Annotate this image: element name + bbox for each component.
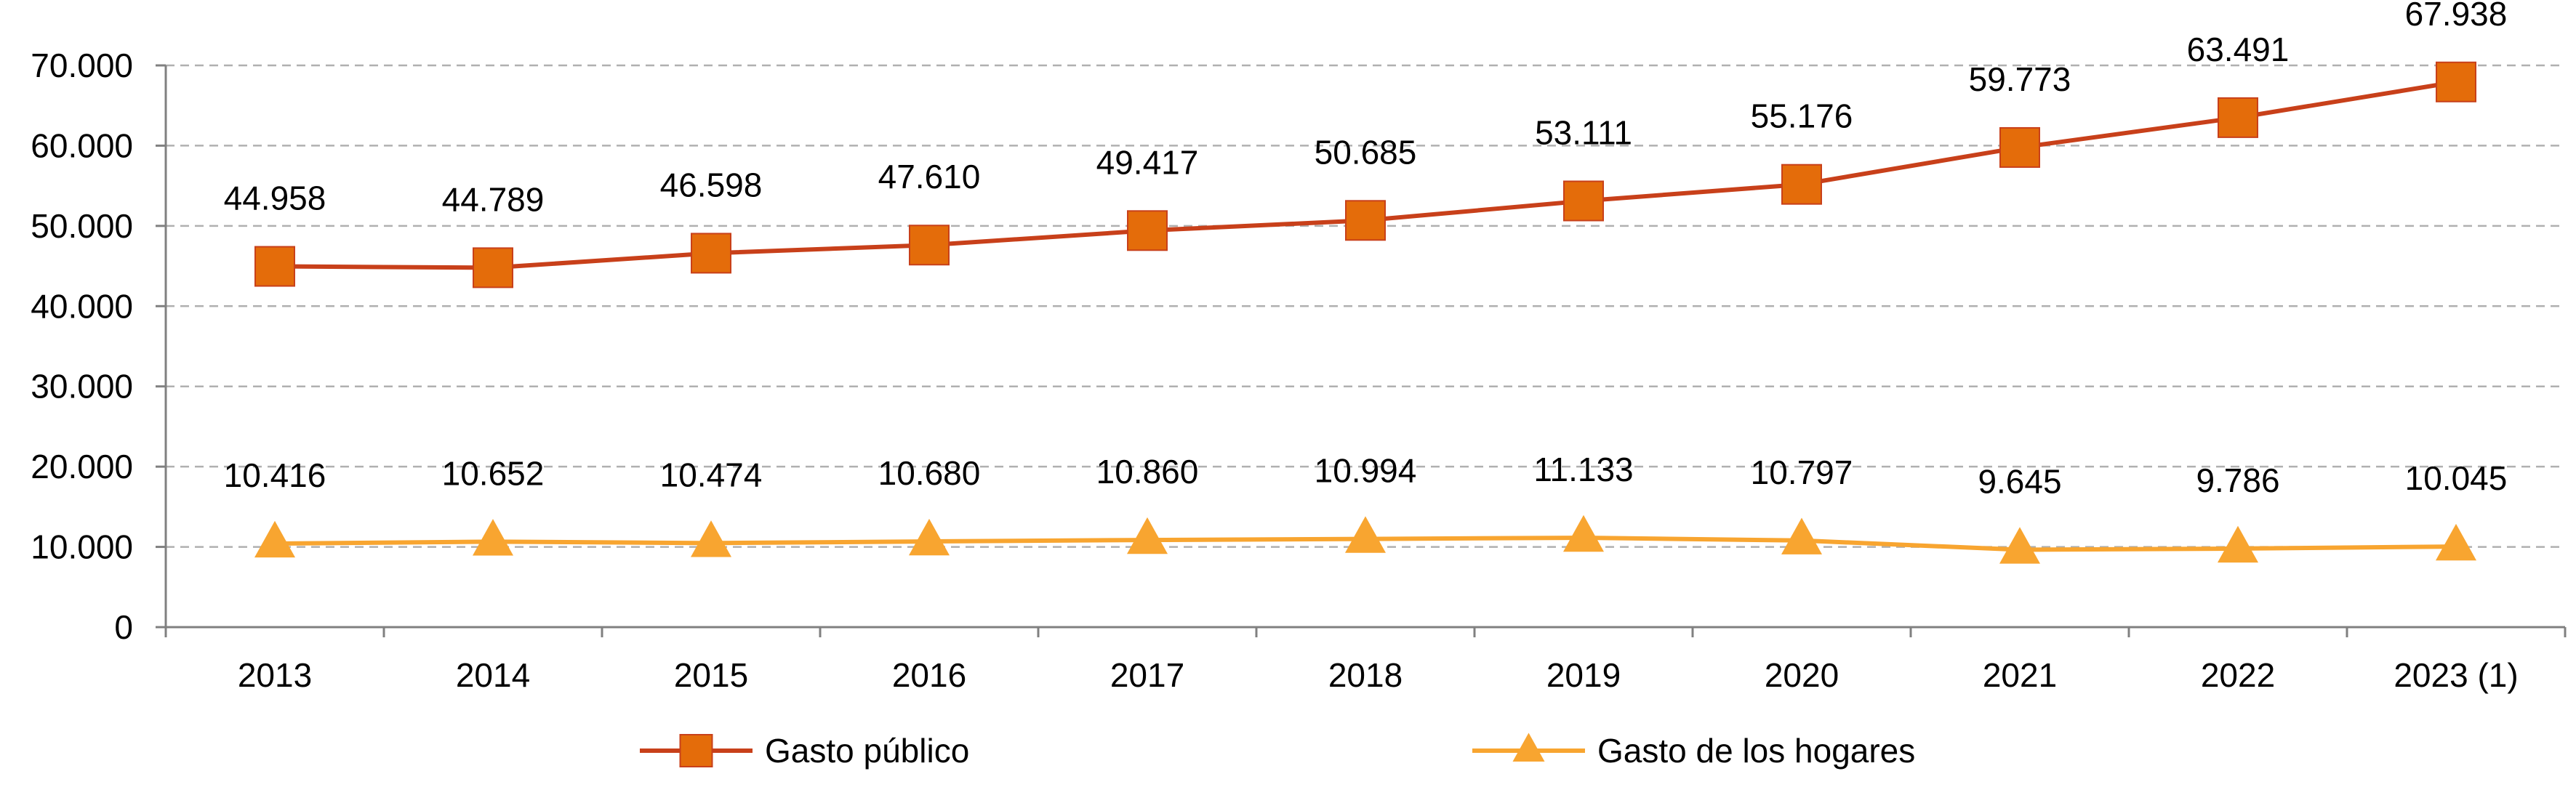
data-labels: 44.958 44.789 46.598 47.610 49.417 50.685 53.1… bbox=[224, 0, 2508, 500]
data-point bbox=[1127, 210, 1168, 251]
axes bbox=[164, 65, 2565, 629]
data-point bbox=[1781, 164, 1822, 205]
x-tick-label: 2018 bbox=[1328, 656, 1403, 694]
data-point bbox=[909, 225, 950, 266]
data-point bbox=[1127, 517, 1168, 554]
data-point bbox=[1781, 517, 1822, 554]
data-label: 59.773 bbox=[1969, 60, 2071, 98]
data-point bbox=[254, 520, 295, 558]
y-tick-label: 60.000 bbox=[31, 126, 133, 164]
legend: Gasto público Gasto de los hogares bbox=[640, 732, 1915, 770]
legend-label: Gasto de los hogares bbox=[1597, 732, 1915, 770]
data-point bbox=[679, 734, 713, 767]
x-tick-label: 2013 bbox=[238, 656, 312, 694]
y-tick-label: 50.000 bbox=[31, 207, 133, 245]
data-point bbox=[1563, 515, 1604, 552]
legend-label: Gasto público bbox=[765, 732, 969, 770]
data-label: 10.652 bbox=[442, 454, 545, 492]
x-tick-label: 2017 bbox=[1110, 656, 1184, 694]
x-tick-label: 2023 (1) bbox=[2394, 656, 2518, 694]
x-tick-label: 2015 bbox=[674, 656, 748, 694]
x-tick-label: 2016 bbox=[892, 656, 966, 694]
y-tick-label: 0 bbox=[114, 608, 133, 646]
data-label: 10.416 bbox=[224, 456, 326, 494]
data-label: 46.598 bbox=[660, 166, 763, 203]
data-point bbox=[2218, 525, 2258, 563]
y-tick-label: 20.000 bbox=[31, 448, 133, 485]
data-point bbox=[1563, 180, 1604, 222]
x-tick-label: 2019 bbox=[1546, 656, 1621, 694]
data-label: 10.045 bbox=[2405, 459, 2508, 497]
series-group bbox=[254, 61, 2476, 564]
x-axis-ticks: 2013 2014 2015 2016 2017 2018 2019 2020 2021 2022… bbox=[164, 627, 2567, 694]
data-label: 10.860 bbox=[1096, 453, 1199, 491]
data-point bbox=[2218, 97, 2258, 138]
data-point bbox=[2436, 523, 2476, 561]
data-label: 9.786 bbox=[2196, 461, 2279, 499]
data-label: 55.176 bbox=[1751, 97, 1853, 135]
data-point bbox=[254, 246, 295, 287]
data-label: 53.111 bbox=[1535, 114, 1632, 152]
data-point bbox=[1512, 733, 1545, 762]
data-point bbox=[473, 247, 513, 288]
data-label: 9.645 bbox=[1978, 462, 2061, 500]
data-label: 10.797 bbox=[1751, 453, 1853, 491]
data-label: 44.789 bbox=[442, 180, 545, 218]
data-point bbox=[691, 520, 731, 557]
data-point bbox=[473, 519, 513, 556]
y-tick-label: 40.000 bbox=[31, 287, 133, 325]
data-point bbox=[1999, 527, 2040, 564]
data-label: 10.680 bbox=[878, 454, 981, 492]
data-label: 47.610 bbox=[878, 158, 981, 195]
data-point bbox=[1345, 516, 1386, 553]
data-point bbox=[1345, 200, 1386, 241]
x-tick-label: 2021 bbox=[1983, 656, 2057, 694]
data-label: 44.958 bbox=[224, 179, 326, 217]
data-label: 10.994 bbox=[1315, 452, 1417, 490]
x-tick-label: 2022 bbox=[2201, 656, 2275, 694]
data-label: 63.491 bbox=[2187, 31, 2290, 68]
data-label: 11.133 bbox=[1533, 451, 1633, 488]
y-tick-label: 10.000 bbox=[31, 528, 133, 566]
data-point bbox=[909, 518, 950, 556]
data-point bbox=[2436, 61, 2476, 102]
y-tick-label: 30.000 bbox=[31, 368, 133, 405]
data-label: 50.685 bbox=[1315, 133, 1417, 171]
y-tick-label: 70.000 bbox=[31, 47, 133, 84]
x-tick-label: 2014 bbox=[456, 656, 530, 694]
data-point bbox=[1999, 126, 2040, 168]
data-label: 10.474 bbox=[660, 456, 763, 493]
y-axis-ticks: 0 10.000 20.000 30.000 40.000 50.000 60.000 70.… bbox=[31, 47, 166, 646]
data-label: 49.417 bbox=[1096, 143, 1199, 181]
x-tick-label: 2020 bbox=[1765, 656, 1839, 694]
data-point bbox=[691, 233, 731, 274]
data-label: 67.938 bbox=[2405, 0, 2508, 33]
